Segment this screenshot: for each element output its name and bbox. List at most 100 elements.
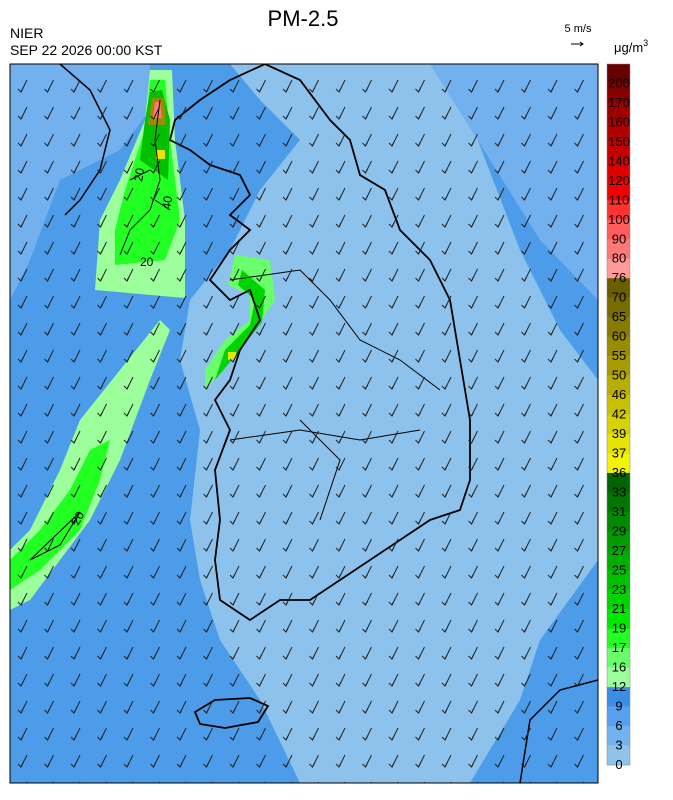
wind-arrowhead xyxy=(150,762,156,768)
wind-arrowhead xyxy=(309,195,315,201)
wind-arrowhead xyxy=(335,546,342,552)
wind-arrowhead xyxy=(362,600,368,606)
wind-arrowhead xyxy=(362,573,368,579)
wind-arrow xyxy=(396,781,399,783)
wind-arrowhead xyxy=(123,762,130,768)
wind-arrow xyxy=(582,781,584,783)
wind-arrow xyxy=(158,781,160,783)
wind-arrowhead xyxy=(468,600,474,606)
wind-arrowhead xyxy=(203,465,209,471)
wind-arrowhead xyxy=(574,276,580,282)
wind-arrowhead xyxy=(97,573,103,579)
datetime: SEP 22 2026 00:00 KST xyxy=(10,42,163,58)
wind-arrowhead xyxy=(203,276,209,282)
wind-arrowhead xyxy=(17,762,24,768)
wind-arrowhead xyxy=(388,411,395,417)
wind-arrowhead xyxy=(441,708,448,714)
wind-arrowhead xyxy=(176,384,183,390)
wind-scale-arrowhead xyxy=(579,41,584,47)
legend-swatch xyxy=(607,122,630,143)
wind-arrowhead xyxy=(547,249,554,255)
contour-label: 40 xyxy=(159,195,175,211)
wind-arrowhead xyxy=(574,114,580,120)
wind-arrowhead xyxy=(44,330,50,336)
wind-arrowhead xyxy=(282,222,289,228)
wind-arrowhead xyxy=(17,465,24,471)
wind-arrowhead xyxy=(335,114,342,120)
wind-arrowhead xyxy=(70,465,77,471)
wind-arrowhead xyxy=(468,411,474,417)
wind-arrowhead xyxy=(309,546,315,552)
wind-arrowhead xyxy=(70,141,77,147)
wind-arrowhead xyxy=(257,790,262,794)
wind-arrowhead xyxy=(44,384,50,390)
wind-arrowhead xyxy=(547,465,554,471)
wind-arrowhead xyxy=(468,654,474,660)
wind-arrowhead xyxy=(362,735,368,741)
wind-arrowhead xyxy=(282,330,289,336)
wind-arrowhead xyxy=(70,681,77,687)
wind-arrowhead xyxy=(335,600,342,606)
wind-arrowhead xyxy=(176,276,183,282)
wind-arrowhead xyxy=(256,141,262,147)
legend-swatch xyxy=(607,726,630,746)
wind-arrow xyxy=(449,781,452,783)
wind-arrowhead xyxy=(123,87,130,93)
wind-arrowhead xyxy=(97,195,103,201)
wind-arrowhead xyxy=(362,114,368,120)
wind-arrowhead xyxy=(494,546,501,552)
wind-arrowhead xyxy=(203,735,209,741)
wind-arrowhead xyxy=(388,114,395,120)
wind-arrowhead xyxy=(150,492,156,498)
legend-label: 70 xyxy=(612,290,626,305)
wind-arrowhead xyxy=(44,357,50,363)
wind-arrowhead xyxy=(229,114,236,120)
wind-arrowhead xyxy=(441,411,448,417)
wind-arrowhead xyxy=(97,168,103,174)
wind-arrowhead xyxy=(335,330,342,336)
wind-arrowhead xyxy=(547,276,554,282)
wind-arrowhead xyxy=(203,303,209,309)
wind-arrowhead xyxy=(44,492,50,498)
wind-arrowhead xyxy=(256,573,262,579)
wind-arrowhead xyxy=(574,222,580,228)
wind-arrowhead xyxy=(547,168,554,174)
wind-arrowhead xyxy=(362,276,368,282)
legend-swatch xyxy=(607,550,630,571)
wind-arrowhead xyxy=(229,249,236,255)
wind-arrowhead xyxy=(415,627,421,633)
wind-arrowhead xyxy=(44,438,50,444)
legend-swatch xyxy=(607,687,630,707)
wind-arrowhead xyxy=(415,573,421,579)
legend-label: 12 xyxy=(612,679,626,694)
wind-arrowhead xyxy=(468,384,474,390)
wind-arrowhead xyxy=(468,465,474,471)
wind-arrowhead xyxy=(362,492,368,498)
wind-arrowhead xyxy=(123,546,130,552)
wind-arrowhead xyxy=(256,168,262,174)
wind-arrowhead xyxy=(282,681,289,687)
wind-arrowhead xyxy=(415,762,421,768)
wind-arrowhead xyxy=(176,357,183,363)
wind-arrowhead xyxy=(309,573,315,579)
wind-arrowhead xyxy=(229,708,236,714)
wind-arrowhead xyxy=(282,627,289,633)
wind-arrowhead xyxy=(97,600,103,606)
wind-arrowhead xyxy=(362,195,368,201)
wind-arrowhead xyxy=(574,411,580,417)
wind-arrowhead xyxy=(229,168,236,174)
wind-arrowhead xyxy=(335,357,342,363)
wind-arrowhead xyxy=(388,627,395,633)
legend-swatch xyxy=(607,356,630,376)
wind-arrowhead xyxy=(494,411,501,417)
wind-arrowhead xyxy=(282,492,289,498)
wind-arrowhead xyxy=(468,222,474,228)
legend-label: 39 xyxy=(612,426,626,441)
legend-frame xyxy=(606,63,631,766)
legend-label: 46 xyxy=(612,387,626,402)
wind-arrowhead xyxy=(150,303,156,309)
legend-label: 21 xyxy=(612,601,626,616)
wind-arrowhead xyxy=(256,492,262,498)
wind-arrowhead xyxy=(123,573,130,579)
wind-arrowhead xyxy=(203,708,209,714)
